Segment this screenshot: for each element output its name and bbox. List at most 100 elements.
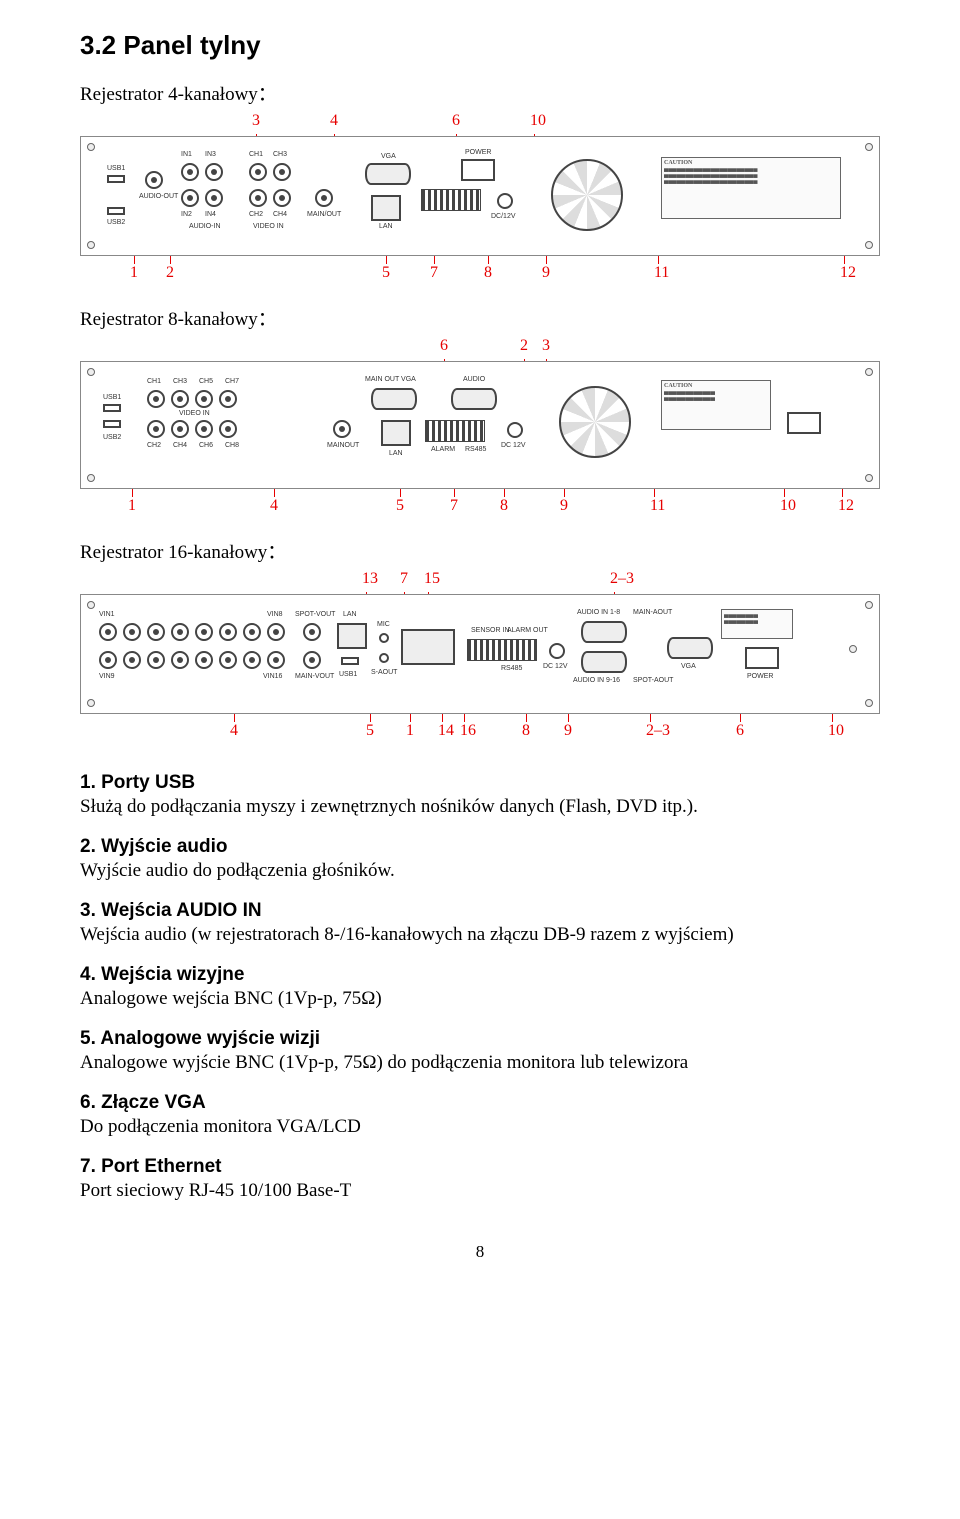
definition-head: 2. Wyjście audio bbox=[80, 836, 880, 858]
callout-number: 7 bbox=[430, 264, 438, 282]
definition-body: Wejścia audio (w rejestratorach 8-/16-ka… bbox=[80, 924, 880, 946]
label-alarm-out: ALARM OUT bbox=[507, 627, 548, 634]
label-audio: AUDIO bbox=[463, 376, 485, 383]
label-ch3: CH3 bbox=[173, 378, 187, 385]
callout-number: 1 bbox=[406, 722, 414, 740]
label-main-vout: MAIN-VOUT bbox=[295, 673, 334, 680]
label-usb2: USB2 bbox=[103, 434, 121, 441]
definition-body: Służą do podłączania myszy i zewnętrznyc… bbox=[80, 796, 880, 818]
label-caution: CAUTION bbox=[664, 160, 692, 166]
definition-title: Wyjście audio bbox=[101, 836, 227, 857]
label-ch4: CH4 bbox=[273, 211, 287, 218]
callout-number: 2 bbox=[520, 337, 528, 355]
definition-number: 3. bbox=[80, 900, 101, 921]
fan-icon bbox=[559, 386, 631, 458]
label-spot-vout: SPOT-VOUT bbox=[295, 611, 335, 618]
definition-title: Analogowe wyjście wizji bbox=[100, 1028, 320, 1049]
fan-icon bbox=[551, 159, 623, 231]
label-usb1: USB1 bbox=[103, 394, 121, 401]
callout-number: 5 bbox=[366, 722, 374, 740]
callouts-bottom-8ch: 145789111012 bbox=[80, 497, 880, 519]
label-ch2: CH2 bbox=[249, 211, 263, 218]
definition-head: 3. Wejścia AUDIO IN bbox=[80, 900, 880, 922]
definition-item: 7. Port EthernetPort sieciowy RJ-45 10/1… bbox=[80, 1156, 880, 1202]
callout-number: 5 bbox=[396, 497, 404, 515]
callout-number: 9 bbox=[560, 497, 568, 515]
definition-item: 2. Wyjście audioWyjście audio do podłącz… bbox=[80, 836, 880, 882]
definition-head: 5. Analogowe wyjście wizji bbox=[80, 1028, 880, 1050]
label-usb1: USB1 bbox=[107, 165, 125, 172]
label-mainout: MAIN/OUT bbox=[307, 211, 341, 218]
label-s-aout: S-AOUT bbox=[371, 669, 397, 676]
label-ch1: CH1 bbox=[147, 378, 161, 385]
definition-item: 1. Porty USBSłużą do podłączania myszy i… bbox=[80, 772, 880, 818]
label-ch2: CH2 bbox=[147, 442, 161, 449]
callout-number: 7 bbox=[400, 570, 408, 588]
definition-body: Port sieciowy RJ-45 10/100 Base-T bbox=[80, 1180, 880, 1202]
callouts-bottom-4ch: 1257891112 bbox=[80, 264, 880, 286]
callout-number: 11 bbox=[650, 497, 665, 515]
callout-number: 4 bbox=[230, 722, 238, 740]
callout-number: 8 bbox=[484, 264, 492, 282]
label-ch6: CH6 bbox=[199, 442, 213, 449]
definition-item: 6. Złącze VGADo podłączenia monitora VGA… bbox=[80, 1092, 880, 1138]
label-rs485: RS485 bbox=[465, 446, 486, 453]
label-ch1: CH1 bbox=[249, 151, 263, 158]
callout-number: 5 bbox=[382, 264, 390, 282]
label-in3: IN3 bbox=[205, 151, 216, 158]
definition-item: 5. Analogowe wyjście wizjiAnalogowe wyjś… bbox=[80, 1028, 880, 1074]
label-lan: LAN bbox=[379, 223, 393, 230]
definition-number: 5. bbox=[80, 1028, 100, 1049]
label-usb2: USB2 bbox=[107, 219, 125, 226]
label-vin8: VIN8 bbox=[267, 611, 283, 618]
definition-item: 3. Wejścia AUDIO INWejścia audio (w reje… bbox=[80, 900, 880, 946]
label-caution: CAUTION bbox=[664, 383, 692, 389]
label-audio-out: AUDIO-OUT bbox=[139, 193, 178, 200]
definition-number: 4. bbox=[80, 964, 101, 985]
callout-number: 10 bbox=[780, 497, 796, 515]
callout-number: 6 bbox=[452, 112, 460, 130]
label-usb1: USB1 bbox=[339, 671, 357, 678]
callout-number: 3 bbox=[252, 112, 260, 130]
callout-number: 14 bbox=[438, 722, 454, 740]
subtitle-8ch: Rejestrator 8-kanałowy： bbox=[80, 304, 880, 331]
definition-list: 1. Porty USBSłużą do podłączania myszy i… bbox=[80, 772, 880, 1202]
definition-title: Port Ethernet bbox=[101, 1156, 221, 1177]
label-mic: MIC bbox=[377, 621, 390, 628]
label-lan: LAN bbox=[343, 611, 357, 618]
callout-number: 4 bbox=[270, 497, 278, 515]
label-rs485: RS485 bbox=[501, 665, 522, 672]
callout-number: 2–3 bbox=[610, 570, 634, 588]
definition-title: Porty USB bbox=[101, 772, 195, 793]
label-lan: LAN bbox=[389, 450, 403, 457]
label-ch8: CH8 bbox=[225, 442, 239, 449]
page-number: 8 bbox=[80, 1242, 880, 1262]
callout-number: 10 bbox=[530, 112, 546, 130]
label-mainout: MAINOUT bbox=[327, 442, 359, 449]
label-in4: IN4 bbox=[205, 211, 216, 218]
definition-body: Analogowe wejścia BNC (1Vp-p, 75Ω) bbox=[80, 988, 880, 1010]
callout-number: 2–3 bbox=[646, 722, 670, 740]
definition-number: 7. bbox=[80, 1156, 101, 1177]
callout-number: 12 bbox=[838, 497, 854, 515]
label-ch7: CH7 bbox=[225, 378, 239, 385]
label-vin16: VIN16 bbox=[263, 673, 282, 680]
callouts-top-16ch: 137152–3 bbox=[80, 570, 880, 592]
definition-head: 7. Port Ethernet bbox=[80, 1156, 880, 1178]
label-audio-in: AUDIO-IN bbox=[189, 223, 221, 230]
rear-panel-diagram-16ch: VIN1 VIN8 VIN9 VIN16 SPOT-VOUT MAIN-VOUT… bbox=[80, 594, 880, 714]
caution-sticker: CAUTION ▄▄▄▄▄▄▄▄▄▄▄▄▄▄▄▄▄▄▄▄▄▄▄▄▄▄▄▄▄▄▄▄… bbox=[661, 157, 841, 219]
label-dc12v: DC 12V bbox=[501, 442, 526, 449]
label-vin1: VIN1 bbox=[99, 611, 115, 618]
label-dc12v: DC 12V bbox=[543, 663, 568, 670]
label-sensor-in: SENSOR IN bbox=[471, 627, 510, 634]
definition-title: Wejścia wizyjne bbox=[101, 964, 244, 985]
definition-head: 1. Porty USB bbox=[80, 772, 880, 794]
callout-number: 8 bbox=[522, 722, 530, 740]
label-spot-aout: SPOT-AOUT bbox=[633, 677, 673, 684]
subtitle-16ch: Rejestrator 16-kanałowy： bbox=[80, 537, 880, 564]
definition-body: Analogowe wyjście BNC (1Vp-p, 75Ω) do po… bbox=[80, 1052, 880, 1074]
callout-number: 2 bbox=[166, 264, 174, 282]
label-vin9: VIN9 bbox=[99, 673, 115, 680]
definition-title: Wejścia AUDIO IN bbox=[101, 900, 262, 921]
